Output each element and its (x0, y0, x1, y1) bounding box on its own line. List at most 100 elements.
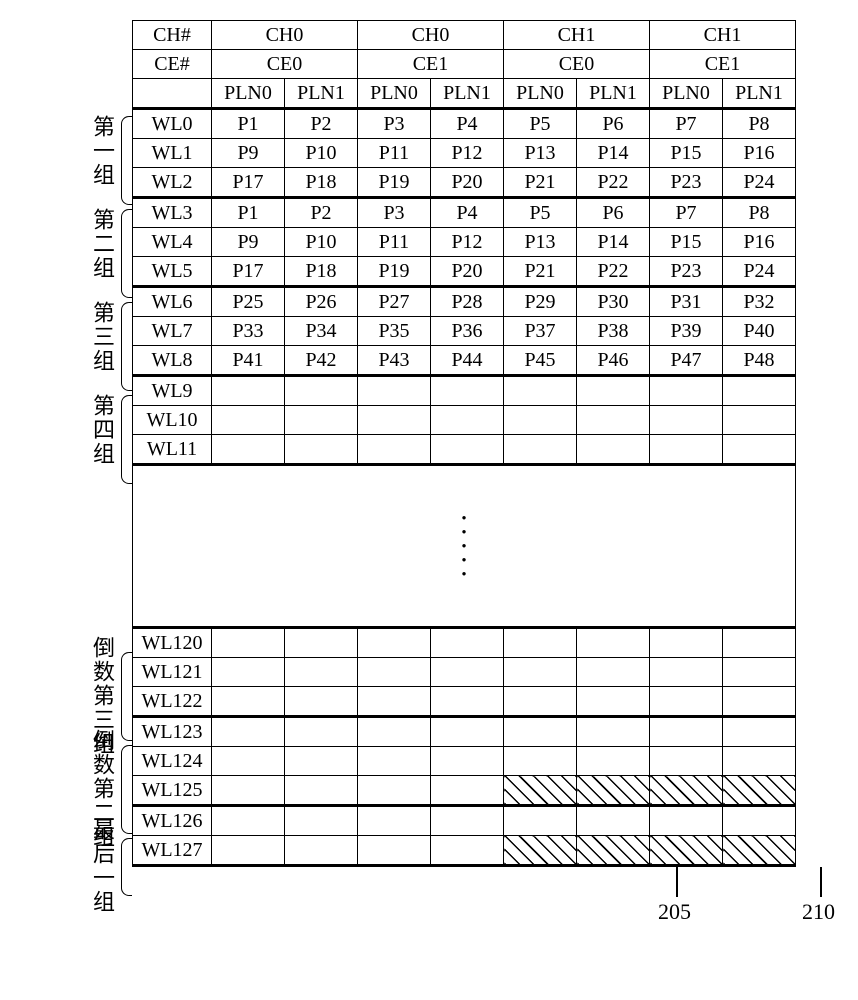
data-cell (212, 406, 285, 435)
data-cell (358, 806, 431, 836)
data-cell: P4 (431, 109, 504, 139)
pln-header: PLN1 (577, 79, 650, 109)
data-cell (577, 658, 650, 687)
data-cell (285, 747, 358, 776)
data-cell: P45 (504, 346, 577, 376)
data-cell: P34 (285, 317, 358, 346)
data-cell: P35 (358, 317, 431, 346)
callouts: 205 210 (202, 867, 796, 927)
data-cell: P36 (431, 317, 504, 346)
data-cell (723, 776, 796, 806)
data-cell (650, 376, 723, 406)
data-cell: P20 (431, 168, 504, 198)
data-cell (285, 836, 358, 866)
data-cell: P17 (212, 168, 285, 198)
data-cell (504, 376, 577, 406)
data-cell: P40 (723, 317, 796, 346)
data-cell (285, 628, 358, 658)
blank-header (133, 79, 212, 109)
data-cell (723, 806, 796, 836)
data-cell: P47 (650, 346, 723, 376)
ch-header: CH0 (212, 21, 358, 50)
ce-hash-header: CE# (133, 50, 212, 79)
data-cell: P10 (285, 228, 358, 257)
data-cell (650, 658, 723, 687)
data-cell: P43 (358, 346, 431, 376)
ch-header: CH1 (650, 21, 796, 50)
data-cell: P31 (650, 287, 723, 317)
ce-header: CE1 (358, 50, 504, 79)
data-cell: P13 (504, 139, 577, 168)
data-cell: P17 (212, 257, 285, 287)
data-cell: P13 (504, 228, 577, 257)
data-cell: P7 (650, 198, 723, 228)
wl-label: WL10 (133, 406, 212, 435)
data-cell (212, 747, 285, 776)
data-cell (504, 658, 577, 687)
data-cell: P16 (723, 139, 796, 168)
group-label: 第三组 (86, 301, 118, 373)
data-cell: P8 (723, 198, 796, 228)
wl-label: WL4 (133, 228, 212, 257)
data-cell: P2 (285, 109, 358, 139)
data-cell: P27 (358, 287, 431, 317)
data-cell (212, 658, 285, 687)
data-cell (431, 776, 504, 806)
data-cell (650, 717, 723, 747)
wl-label: WL1 (133, 139, 212, 168)
data-cell (212, 776, 285, 806)
data-cell: P44 (431, 346, 504, 376)
wl-label: WL126 (133, 806, 212, 836)
data-cell: P12 (431, 228, 504, 257)
data-cell (577, 836, 650, 866)
pln-header: PLN1 (431, 79, 504, 109)
data-cell: P23 (650, 257, 723, 287)
data-cell (504, 747, 577, 776)
data-cell (650, 628, 723, 658)
wl-label: WL0 (133, 109, 212, 139)
data-cell: P21 (504, 257, 577, 287)
data-cell: P18 (285, 257, 358, 287)
data-cell (650, 687, 723, 717)
data-cell (358, 747, 431, 776)
data-cell: P18 (285, 168, 358, 198)
data-cell: P46 (577, 346, 650, 376)
data-cell (212, 836, 285, 866)
data-cell: P3 (358, 109, 431, 139)
wl-label: WL8 (133, 346, 212, 376)
data-cell: P25 (212, 287, 285, 317)
data-cell: P1 (212, 198, 285, 228)
data-cell (504, 406, 577, 435)
data-cell (212, 628, 285, 658)
data-cell (650, 776, 723, 806)
data-cell (723, 628, 796, 658)
data-cell (504, 776, 577, 806)
data-cell: P15 (650, 228, 723, 257)
ce-header: CE0 (504, 50, 650, 79)
data-cell (504, 806, 577, 836)
data-cell (650, 747, 723, 776)
data-cell: P39 (650, 317, 723, 346)
group-label: 第二组 (86, 208, 118, 280)
data-cell: P32 (723, 287, 796, 317)
pln-header: PLN1 (285, 79, 358, 109)
group-label: 最后一组 (86, 818, 118, 914)
data-cell: P10 (285, 139, 358, 168)
data-cell (504, 717, 577, 747)
data-cell (212, 435, 285, 465)
data-cell: P9 (212, 228, 285, 257)
data-cell (723, 376, 796, 406)
data-cell: P8 (723, 109, 796, 139)
data-cell: P12 (431, 139, 504, 168)
data-cell (431, 376, 504, 406)
data-cell (431, 658, 504, 687)
wl-label: WL122 (133, 687, 212, 717)
data-cell: P11 (358, 139, 431, 168)
data-cell: P26 (285, 287, 358, 317)
wl-label: WL121 (133, 658, 212, 687)
data-cell (723, 687, 796, 717)
group-label: 第四组 (86, 394, 118, 466)
wl-label: WL6 (133, 287, 212, 317)
ch-header: CH1 (504, 21, 650, 50)
ce-header: CE0 (212, 50, 358, 79)
